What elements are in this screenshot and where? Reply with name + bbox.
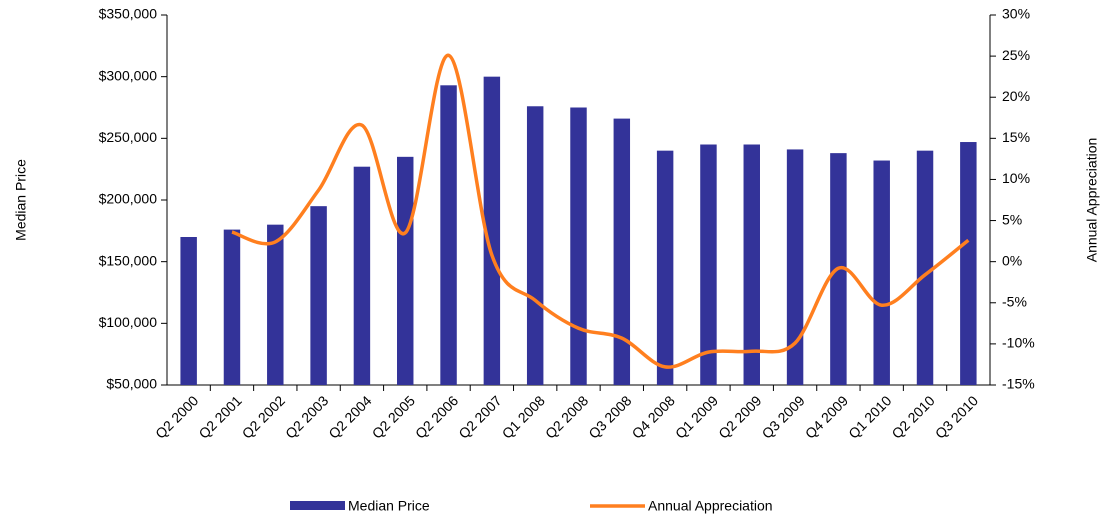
y-tick-label: $250,000: [99, 129, 158, 145]
y2-tick-label: 0%: [1002, 252, 1022, 268]
x-tick-label: Q2 2000: [152, 392, 201, 441]
bar: [916, 150, 934, 385]
y-tick-label: $200,000: [99, 191, 158, 207]
bar: [700, 144, 717, 385]
y-tick-label: $300,000: [99, 67, 158, 83]
bar: [526, 106, 544, 386]
x-tick-label: Q1 2009: [672, 392, 721, 441]
bar: [353, 166, 371, 385]
x-tick-label: Q1 2010: [845, 392, 894, 441]
bar: [440, 85, 457, 386]
y2-tick-label: 25%: [1002, 47, 1030, 63]
bar: [570, 107, 587, 385]
x-tick-label: Q2 2001: [195, 392, 244, 441]
bar: [267, 224, 284, 385]
bar: [743, 144, 760, 385]
legend-label: Annual Appreciation: [648, 498, 773, 514]
bar: [656, 150, 674, 385]
y2-tick-label: -15%: [1002, 376, 1035, 392]
legend-label: Median Price: [348, 498, 430, 514]
bar: [397, 156, 414, 385]
x-tick-label: Q3 2009: [759, 392, 808, 441]
bar: [613, 118, 631, 385]
bar: [223, 229, 241, 385]
x-tick-label: Q2 2009: [715, 392, 764, 441]
bar: [310, 206, 327, 385]
bar: [873, 160, 890, 385]
x-tick-label: Q2 2010: [888, 392, 937, 441]
bar: [960, 142, 977, 385]
bar: [483, 76, 501, 386]
y2-tick-label: 30%: [1002, 6, 1030, 22]
bar: [786, 149, 804, 385]
y2-tick-label: 20%: [1002, 88, 1030, 104]
y-tick-label: $350,000: [99, 6, 158, 22]
x-tick-label: Q2 2007: [455, 392, 504, 441]
x-tick-label: Q4 2009: [802, 392, 851, 441]
bar: [180, 237, 197, 385]
x-tick-label: Q4 2008: [629, 392, 678, 441]
y-tick-label: $100,000: [99, 314, 158, 330]
y2-tick-label: 15%: [1002, 129, 1030, 145]
y-axis-title: Median Price: [13, 159, 29, 241]
x-tick-label: Q3 2010: [932, 392, 981, 441]
x-tick-label: Q2 2002: [239, 392, 288, 441]
y-tick-label: $50,000: [106, 376, 157, 392]
x-tick-label: Q3 2008: [585, 392, 634, 441]
x-tick-label: Q2 2008: [542, 392, 591, 441]
y2-tick-label: 5%: [1002, 211, 1022, 227]
x-tick-label: Q1 2008: [499, 392, 548, 441]
y2-tick-label: -5%: [1002, 293, 1027, 309]
y2-tick-label: -10%: [1002, 335, 1035, 351]
x-tick-label: Q2 2004: [325, 392, 374, 441]
line: [231, 53, 970, 369]
y-tick-label: $150,000: [99, 252, 158, 268]
legend-swatch: [290, 501, 345, 510]
x-tick-label: Q2 2005: [369, 392, 418, 441]
x-tick-label: Q2 2006: [412, 392, 461, 441]
y2-tick-label: 10%: [1002, 170, 1030, 186]
x-tick-label: Q2 2003: [282, 392, 331, 441]
y2-axis-title: Annual Appreciation: [1084, 138, 1100, 263]
